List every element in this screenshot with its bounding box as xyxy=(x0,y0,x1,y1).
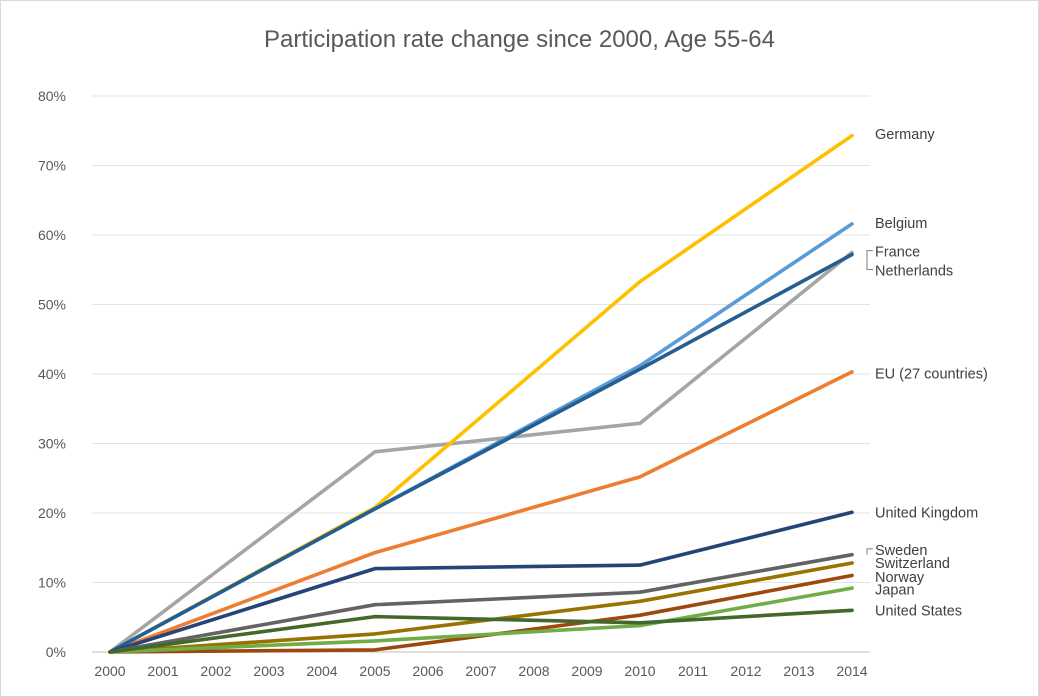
series-label: Sweden xyxy=(875,543,927,559)
y-tick-label: 20% xyxy=(38,505,66,521)
x-tick-label: 2010 xyxy=(624,663,655,679)
y-axis-tick-labels: 0% 10% 20% 30% 40% 50% 60% 70% 80% xyxy=(38,88,66,660)
series-lines xyxy=(108,133,854,654)
series-line-switzerland xyxy=(108,561,854,654)
series-line-japan xyxy=(108,586,854,654)
y-tick-label: 10% xyxy=(38,575,66,591)
x-tick-label: 2003 xyxy=(253,663,284,679)
x-tick-label: 2000 xyxy=(94,663,125,679)
x-tick-label: 2009 xyxy=(571,663,602,679)
series-labels: Germany Belgium France Netherlands EU (27 co… xyxy=(875,127,988,619)
y-tick-label: 60% xyxy=(38,227,66,243)
series-label: Germany xyxy=(875,127,935,143)
series-label: Belgium xyxy=(875,216,927,232)
x-tick-label: 2002 xyxy=(200,663,231,679)
y-tick-label: 70% xyxy=(38,158,66,174)
series-label: Norway xyxy=(875,570,925,586)
x-tick-label: 2004 xyxy=(306,663,337,679)
series-line-sweden xyxy=(108,552,854,654)
series-line-france xyxy=(108,252,854,654)
x-tick-label: 2013 xyxy=(783,663,814,679)
x-tick-label: 2014 xyxy=(836,663,867,679)
x-tick-label: 2006 xyxy=(412,663,443,679)
series-label: Switzerland xyxy=(875,556,950,572)
series-label: EU (27 countries) xyxy=(875,366,988,382)
x-tick-label: 2005 xyxy=(359,663,390,679)
series-label: United States xyxy=(875,603,962,619)
label-leader-line xyxy=(866,548,873,555)
gridlines xyxy=(92,95,870,653)
x-tick-label: 2008 xyxy=(518,663,549,679)
x-tick-label: 2007 xyxy=(465,663,496,679)
x-tick-label: 2011 xyxy=(678,663,708,679)
series-line-belgium xyxy=(108,222,854,654)
series-line-united-kingdom xyxy=(108,510,854,654)
series-line-eu-27-countries xyxy=(108,370,854,654)
y-tick-label: 40% xyxy=(38,366,66,382)
series-label: Japan xyxy=(875,582,915,598)
series-line-norway xyxy=(108,573,854,654)
x-tick-label: 2012 xyxy=(730,663,761,679)
series-label: United Kingdom xyxy=(875,505,978,521)
label-leader-line xyxy=(866,250,873,270)
label-leaders xyxy=(866,250,873,555)
y-tick-label: 50% xyxy=(38,297,66,313)
x-axis-tick-labels: 2000 2001 2002 2003 2004 2005 2006 2007 2008 2009… xyxy=(94,663,867,679)
series-line-united-states xyxy=(108,608,854,654)
series-label: France xyxy=(875,245,920,261)
y-tick-label: 30% xyxy=(38,436,66,452)
series-label: Netherlands xyxy=(875,263,953,279)
x-tick-label: 2001 xyxy=(147,663,178,679)
y-tick-label: 80% xyxy=(38,88,66,104)
y-tick-label: 0% xyxy=(46,644,66,660)
chart-title: Participation rate change since 2000, Ag… xyxy=(263,26,776,53)
